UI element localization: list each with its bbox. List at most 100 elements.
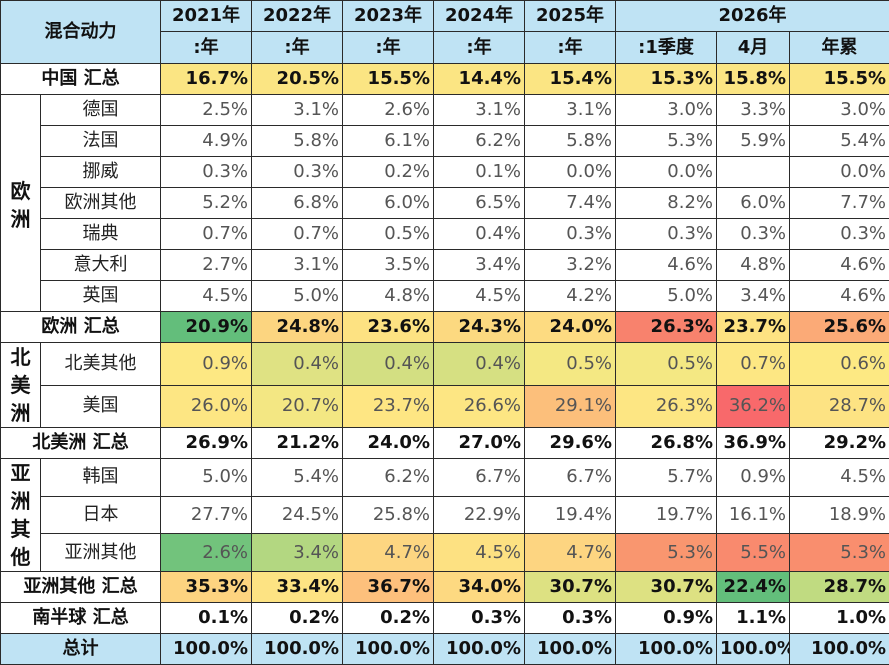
cell-value: 0.2% <box>343 157 434 188</box>
cell-value: 7.7% <box>790 188 889 219</box>
cell-value: 22.4% <box>717 572 790 603</box>
cell-value: 6.2% <box>434 126 525 157</box>
cell-value: 3.4% <box>434 250 525 281</box>
country-label: 英国 <box>41 281 161 312</box>
cell-value: 100.0% <box>525 634 616 665</box>
country-label: 德国 <box>41 95 161 126</box>
cell-value: 100.0% <box>616 634 717 665</box>
country-label: 韩国 <box>41 459 161 497</box>
cell-value: 0.9% <box>161 343 252 386</box>
cell-value: 6.7% <box>525 459 616 497</box>
table-row: 意大利 2.7% 3.1% 3.5% 3.4% 3.2% 4.6% 4.8% 4… <box>1 250 889 281</box>
cell-value: 24.5% <box>252 496 343 534</box>
sub-header: :年 <box>434 32 525 64</box>
year-2021: 2021年 <box>161 1 252 32</box>
cell-value: 3.5% <box>343 250 434 281</box>
country-label: 瑞典 <box>41 219 161 250</box>
cell-value: 4.9% <box>161 126 252 157</box>
cell-value: 4.5% <box>161 281 252 312</box>
sub-header: :年 <box>252 32 343 64</box>
cell-value: 6.0% <box>343 188 434 219</box>
table-row: 挪威 0.3% 0.3% 0.2% 0.1% 0.0% 0.0% 0.0% <box>1 157 889 188</box>
cell-value: 4.5% <box>434 534 525 572</box>
cell-value: 100.0% <box>790 634 889 665</box>
cell-value: 0.4% <box>434 219 525 250</box>
cell-value: 0.9% <box>717 459 790 497</box>
cell-value: 0.1% <box>434 157 525 188</box>
row-label: 总计 <box>1 634 161 665</box>
table-row: 美国 26.0% 20.7% 23.7% 26.6% 29.1% 26.3% 3… <box>1 385 889 428</box>
cell-value: 0.7% <box>161 219 252 250</box>
cell-value: 25.8% <box>343 496 434 534</box>
cell-value: 18.9% <box>790 496 889 534</box>
cell-value: 29.6% <box>525 428 616 459</box>
cell-value: 100.0% <box>161 634 252 665</box>
table-title: 混合动力 <box>1 1 161 64</box>
cell-value: 0.7% <box>717 343 790 386</box>
cell-value: 0.7% <box>252 219 343 250</box>
table-row: 欧洲 德国 2.5% 3.1% 2.6% 3.1% 3.1% 3.0% 3.3%… <box>1 95 889 126</box>
cell-value: 4.6% <box>616 250 717 281</box>
table-row-china-total: 中国 汇总 16.7% 20.5% 15.5% 14.4% 15.4% 15.3… <box>1 64 889 95</box>
sub-header: :年 <box>161 32 252 64</box>
cell-value: 5.3% <box>616 126 717 157</box>
country-label: 日本 <box>41 496 161 534</box>
cell-value: 33.4% <box>252 572 343 603</box>
table-row: 日本 27.7% 24.5% 25.8% 22.9% 19.4% 19.7% 1… <box>1 496 889 534</box>
cell-value: 23.6% <box>343 312 434 343</box>
year-2024: 2024年 <box>434 1 525 32</box>
sub-header: :1季度 <box>616 32 717 64</box>
cell-value: 0.5% <box>525 343 616 386</box>
cell-value: 3.1% <box>525 95 616 126</box>
cell-value: 14.4% <box>434 64 525 95</box>
cell-value: 24.0% <box>525 312 616 343</box>
cell-value: 0.0% <box>790 157 889 188</box>
cell-value: 27.0% <box>434 428 525 459</box>
cell-value: 5.4% <box>790 126 889 157</box>
cell-value: 26.9% <box>161 428 252 459</box>
cell-value: 100.0% <box>252 634 343 665</box>
cell-value: 0.5% <box>343 219 434 250</box>
cell-value: 28.7% <box>790 572 889 603</box>
cell-value: 100.0% <box>434 634 525 665</box>
country-label: 意大利 <box>41 250 161 281</box>
cell-value: 26.8% <box>616 428 717 459</box>
cell-value: 6.7% <box>434 459 525 497</box>
sub-header: :年 <box>525 32 616 64</box>
cell-value: 0.0% <box>616 157 717 188</box>
table-row: 法国 4.9% 5.8% 6.1% 6.2% 5.8% 5.3% 5.9% 5.… <box>1 126 889 157</box>
cell-value: 0.0% <box>525 157 616 188</box>
cell-value: 30.7% <box>616 572 717 603</box>
cell-value: 4.5% <box>790 459 889 497</box>
cell-value: 27.7% <box>161 496 252 534</box>
cell-value: 24.3% <box>434 312 525 343</box>
cell-value: 2.5% <box>161 95 252 126</box>
country-label: 欧洲其他 <box>41 188 161 219</box>
sub-header: 年累 <box>790 32 889 64</box>
cell-value: 4.2% <box>525 281 616 312</box>
cell-value: 16.1% <box>717 496 790 534</box>
cell-value: 0.3% <box>161 157 252 188</box>
cell-value: 15.8% <box>717 64 790 95</box>
cell-value: 23.7% <box>717 312 790 343</box>
cell-value: 15.4% <box>525 64 616 95</box>
cell-value: 30.7% <box>525 572 616 603</box>
cell-value: 5.8% <box>252 126 343 157</box>
cell-value: 2.7% <box>161 250 252 281</box>
cell-value: 5.9% <box>717 126 790 157</box>
table-row: 亚洲其他 韩国 5.0% 5.4% 6.2% 6.7% 6.7% 5.7% 0.… <box>1 459 889 497</box>
cell-value: 0.4% <box>343 343 434 386</box>
table-row-asia-other-total: 亚洲其他 汇总 35.3% 33.4% 36.7% 34.0% 30.7% 30… <box>1 572 889 603</box>
cell-value: 100.0% <box>717 634 790 665</box>
country-label: 法国 <box>41 126 161 157</box>
cell-value: 26.3% <box>616 312 717 343</box>
table-row-europe-total: 欧洲 汇总 20.9% 24.8% 23.6% 24.3% 24.0% 26.3… <box>1 312 889 343</box>
cell-value: 15.3% <box>616 64 717 95</box>
cell-value: 3.4% <box>717 281 790 312</box>
cell-value: 36.9% <box>717 428 790 459</box>
cell-value: 5.0% <box>616 281 717 312</box>
cell-value: 4.6% <box>790 250 889 281</box>
cell-value: 2.6% <box>343 95 434 126</box>
table-row: 亚洲其他 2.6% 3.4% 4.7% 4.5% 4.7% 5.3% 5.5% … <box>1 534 889 572</box>
